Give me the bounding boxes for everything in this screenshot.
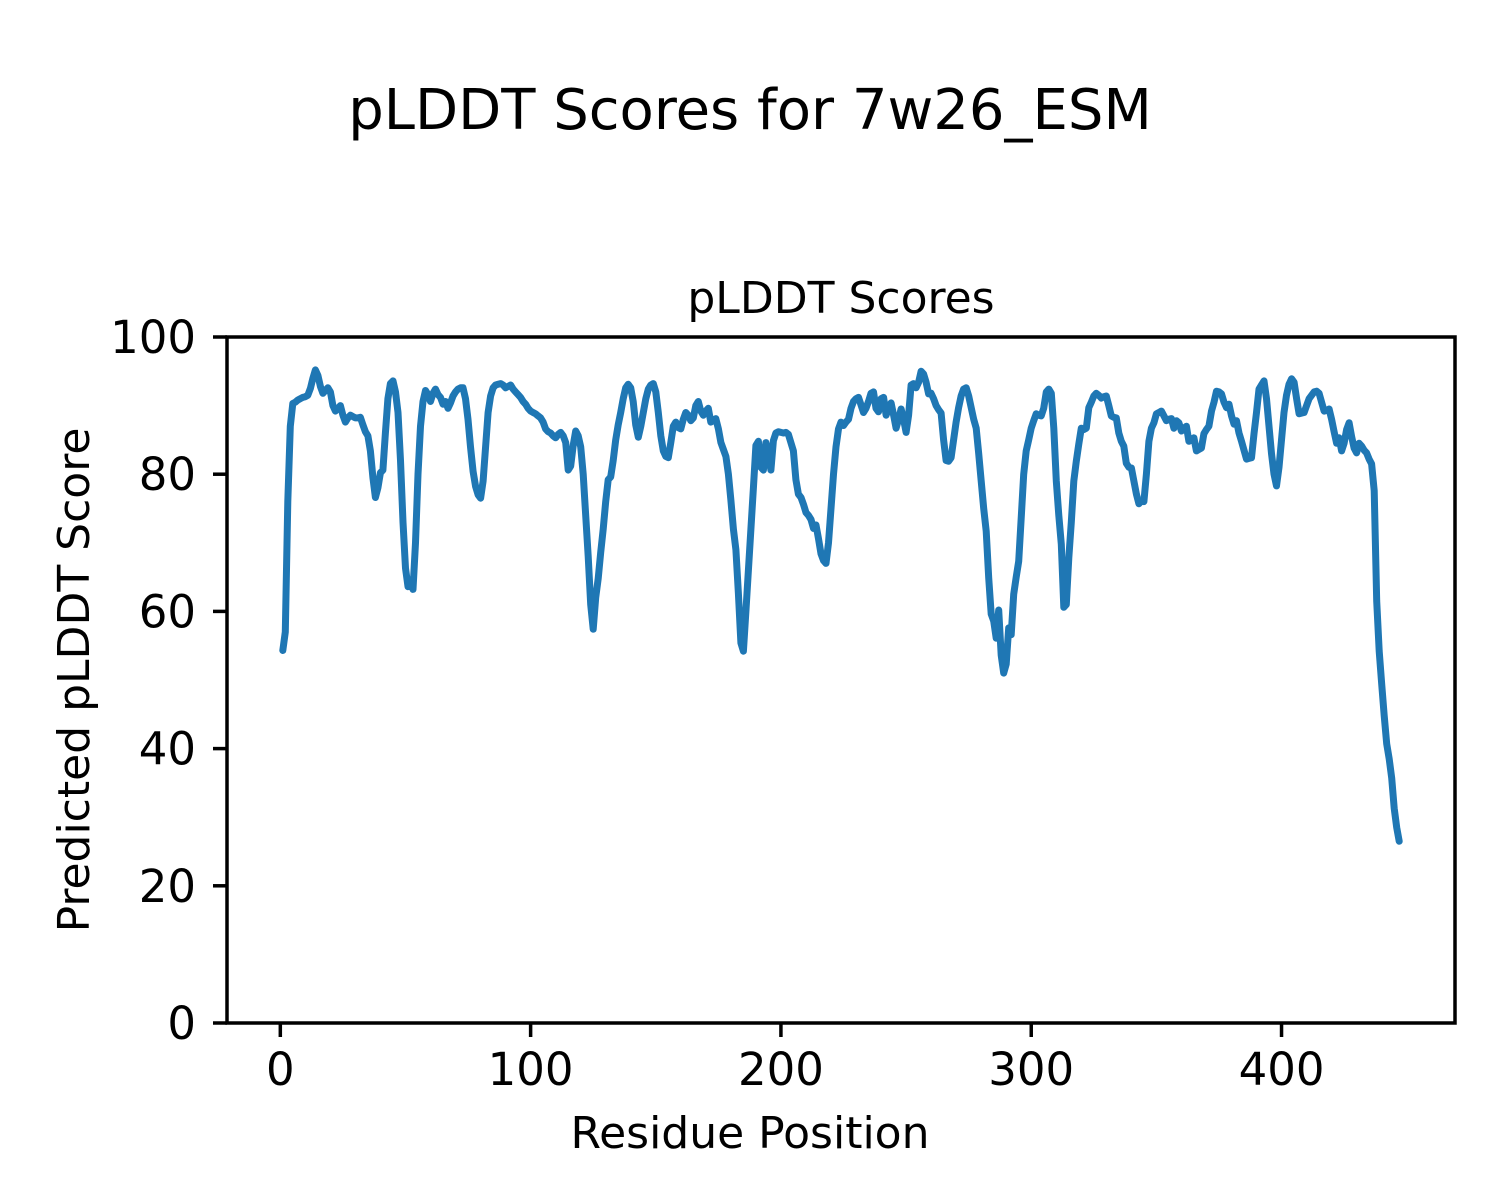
y-tick-label: 80 [139,448,196,501]
x-tick-label: 200 [738,1043,824,1096]
y-tick-label: 20 [139,860,196,913]
x-tick-label: 300 [988,1043,1074,1096]
x-axis-label: Residue Position [570,1108,930,1159]
y-tick-label: 0 [167,997,196,1050]
axes-title: pLDDT Scores [687,273,995,324]
x-tick-label: 100 [488,1043,574,1096]
y-axis-label: Predicted pLDDT Score [49,427,100,933]
y-tick-label: 40 [139,723,196,776]
y-tick-label: 60 [139,585,196,638]
figure-title: pLDDT Scores for 7w26_ESM [348,78,1152,143]
y-tick-label: 100 [110,311,196,364]
x-tick-label: 0 [266,1043,295,1096]
axes-spines [225,335,1457,1025]
plddt-line [279,366,1403,845]
x-tick-label: 400 [1239,1043,1325,1096]
